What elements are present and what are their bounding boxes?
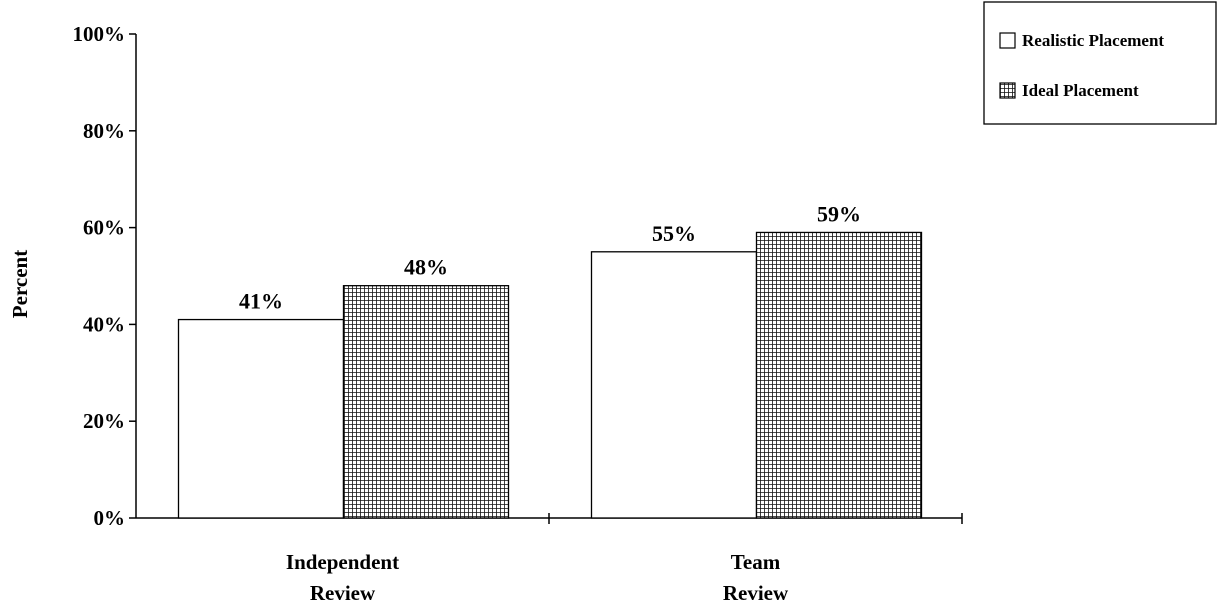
x-category-label: Review <box>310 581 376 605</box>
legend-swatch <box>999 82 1016 99</box>
y-tick-label: 40% <box>83 312 125 336</box>
plot-area: 0% 20% 40% 60% 80% 100% Percent 41% 48% Independe… <box>8 22 963 605</box>
bar-data-label: 41% <box>239 289 283 314</box>
bar <box>590 251 758 519</box>
y-tick-label: 80% <box>83 119 125 143</box>
y-axis-title: Percent <box>8 250 32 318</box>
bar-data-label: 59% <box>817 201 861 226</box>
y-tick-label: 20% <box>83 409 125 433</box>
y-tick-label: 0% <box>94 506 126 530</box>
legend-box <box>983 1 1217 125</box>
bar <box>755 231 923 519</box>
y-tick-label: 100% <box>73 22 126 46</box>
bar-data-label: 48% <box>404 255 448 280</box>
legend-label: Ideal Placement <box>1022 81 1139 100</box>
bar-data-label: 55% <box>652 221 696 246</box>
y-tick-label: 60% <box>83 216 125 240</box>
legend-swatch <box>999 32 1016 49</box>
legend-label: Realistic Placement <box>1022 31 1164 50</box>
x-category-label: Independent <box>286 550 399 574</box>
bar <box>177 318 345 519</box>
legend: Realistic Placement Ideal Placement <box>983 1 1217 125</box>
x-category-label: Review <box>723 581 789 605</box>
bar <box>342 285 510 519</box>
x-category-label: Team <box>731 550 781 574</box>
